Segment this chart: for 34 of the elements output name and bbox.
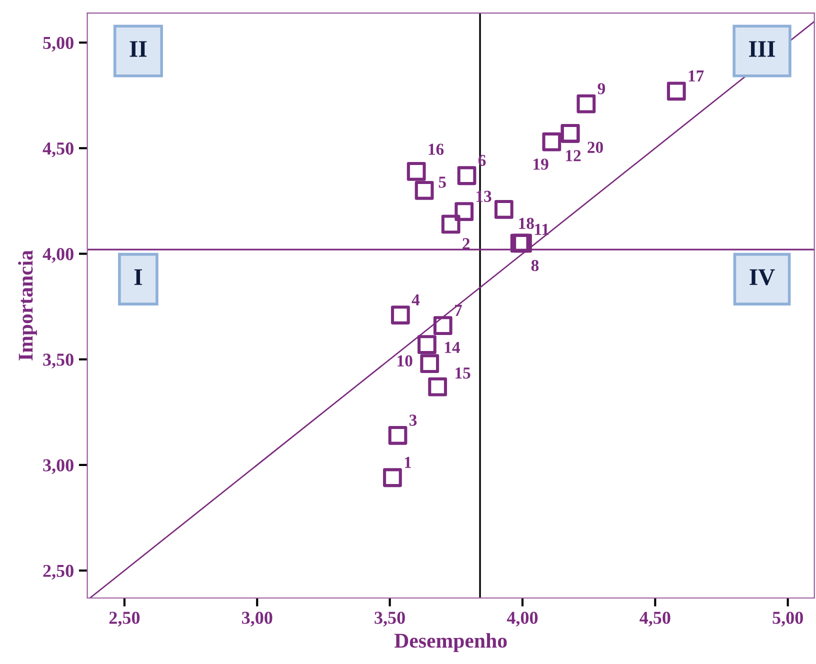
annotation: 1 — [404, 456, 412, 468]
x-tick-label: 5,00 — [772, 612, 803, 627]
annotation: 12 — [566, 150, 581, 162]
x-tick-label: 3,00 — [242, 612, 272, 627]
x-tick-label: 3,50 — [374, 612, 405, 627]
annotation: 20 — [588, 142, 603, 153]
y-tick-label: 2,50 — [43, 564, 74, 580]
annotation: IV — [750, 269, 775, 286]
annotation: 14 — [444, 342, 460, 353]
annotation: 5 — [438, 176, 446, 188]
y-axis-title: Importancia — [18, 250, 37, 360]
annotation: 18 — [519, 218, 534, 230]
annotation: 19 — [534, 158, 548, 170]
y-tick-label: 3,50 — [43, 354, 74, 368]
annotation: 3 — [410, 414, 417, 426]
annotation: I — [134, 269, 142, 285]
y-tick-label: 4,50 — [42, 142, 74, 158]
annotation: II — [130, 41, 147, 57]
annotation: 10 — [398, 355, 412, 367]
annotation: 8 — [531, 260, 539, 272]
x-axis-title: Desempenho — [394, 633, 507, 652]
y-tick-label: 4,00 — [42, 248, 74, 263]
y-tick-label: 3,00 — [43, 459, 74, 474]
annotation: 11 — [535, 224, 549, 235]
x-tick-label: 4,50 — [640, 612, 670, 627]
y-tick-label: 5,00 — [43, 36, 74, 52]
x-tick-label: 2,50 — [109, 612, 140, 627]
annotation: 16 — [428, 144, 444, 155]
annotation: 9 — [598, 83, 606, 94]
annotation: 15 — [456, 367, 470, 379]
annotation: 4 — [412, 294, 420, 306]
x-tick-label: 4,00 — [506, 612, 538, 627]
annotation: 17 — [688, 70, 704, 82]
annotation: III — [749, 41, 776, 57]
